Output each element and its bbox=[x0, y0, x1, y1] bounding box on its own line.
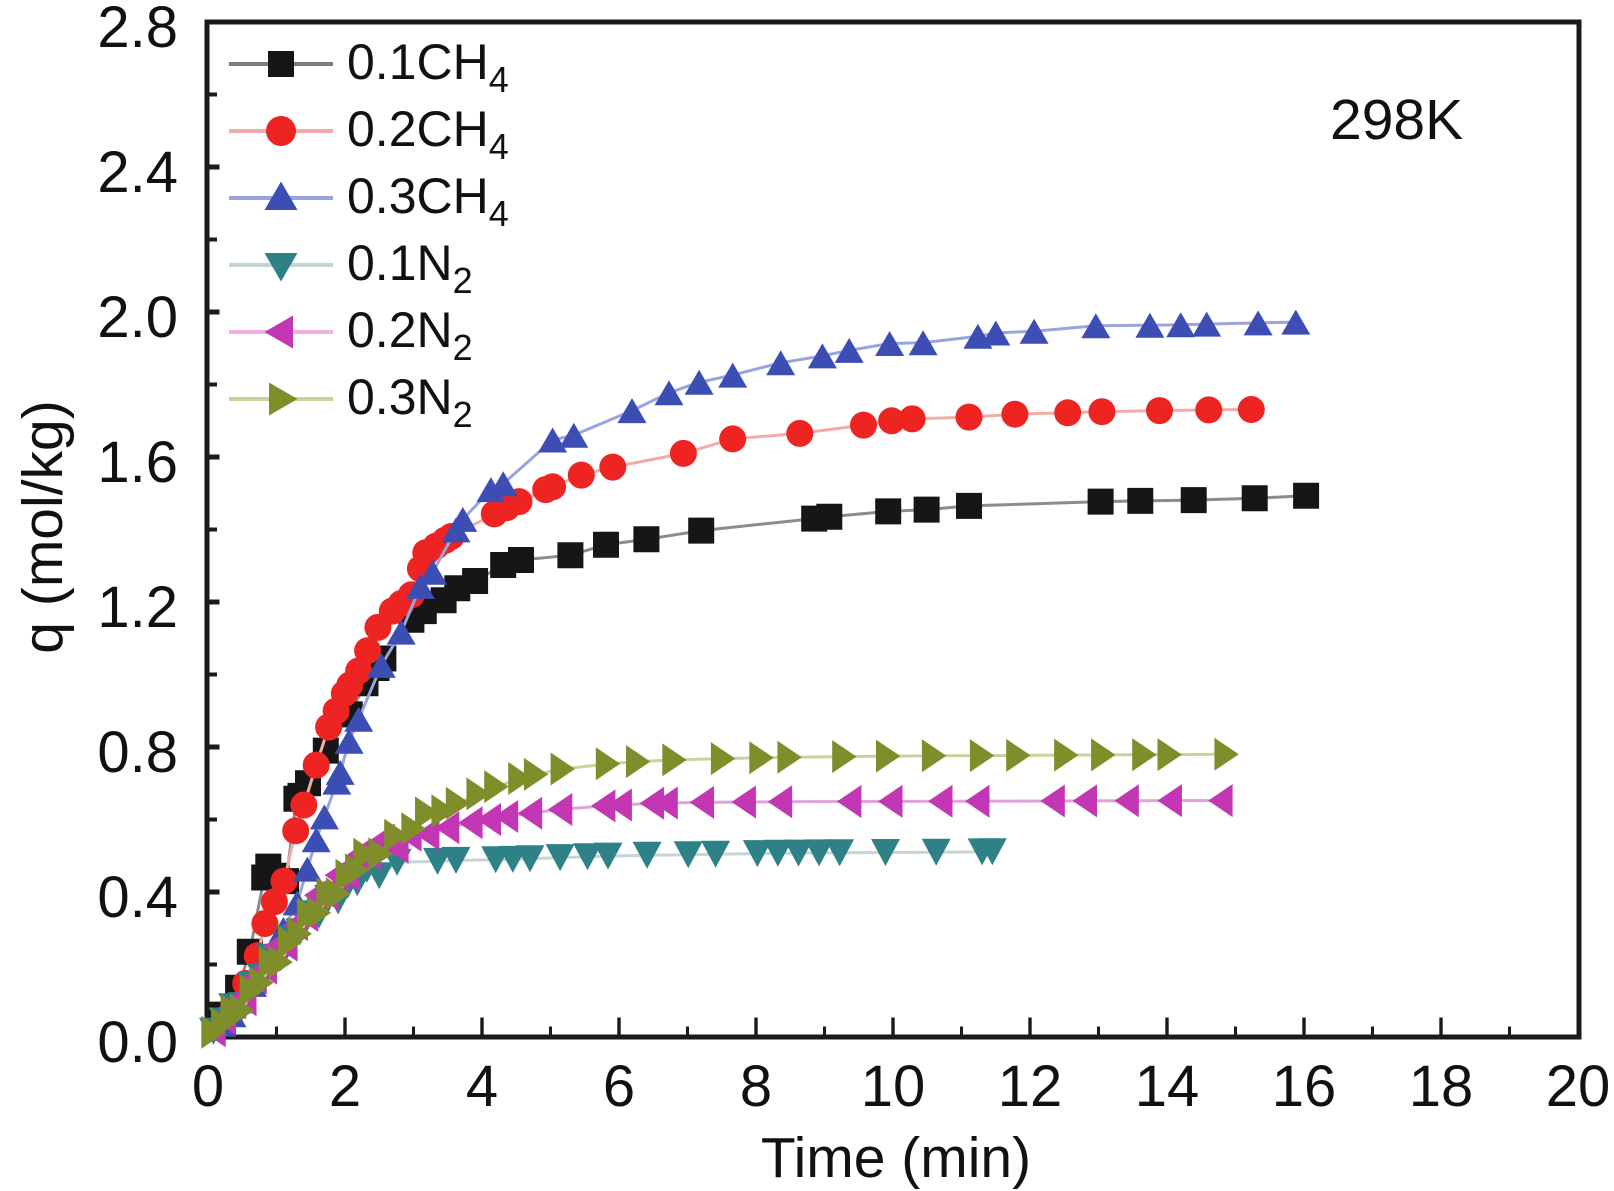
svg-text:8: 8 bbox=[740, 1054, 772, 1119]
svg-text:14: 14 bbox=[1135, 1054, 1200, 1119]
svg-text:2: 2 bbox=[329, 1054, 361, 1119]
svg-text:0.2CH4: 0.2CH4 bbox=[347, 101, 509, 167]
svg-text:2.4: 2.4 bbox=[97, 140, 178, 205]
svg-text:4: 4 bbox=[466, 1054, 498, 1119]
svg-text:1.6: 1.6 bbox=[97, 430, 178, 495]
svg-text:0.8: 0.8 bbox=[97, 720, 178, 785]
svg-text:Time (min): Time (min) bbox=[761, 1126, 1031, 1190]
svg-text:0: 0 bbox=[192, 1054, 224, 1119]
svg-text:0.3N2: 0.3N2 bbox=[347, 369, 473, 435]
svg-text:0.0: 0.0 bbox=[97, 1010, 178, 1075]
svg-text:1.2: 1.2 bbox=[97, 575, 178, 640]
svg-text:20: 20 bbox=[1546, 1054, 1611, 1119]
svg-text:0.1N2: 0.1N2 bbox=[347, 235, 473, 301]
svg-text:2.0: 2.0 bbox=[97, 285, 178, 350]
svg-text:0.1CH4: 0.1CH4 bbox=[347, 34, 509, 100]
svg-text:10: 10 bbox=[861, 1054, 926, 1119]
svg-text:298K: 298K bbox=[1330, 88, 1463, 152]
svg-text:12: 12 bbox=[998, 1054, 1063, 1119]
svg-text:0.2N2: 0.2N2 bbox=[347, 302, 473, 368]
svg-text:16: 16 bbox=[1272, 1054, 1337, 1119]
svg-text:6: 6 bbox=[603, 1054, 635, 1119]
svg-text:0.3CH4: 0.3CH4 bbox=[347, 168, 509, 234]
svg-text:2.8: 2.8 bbox=[97, 0, 178, 60]
svg-text:0.4: 0.4 bbox=[97, 865, 178, 930]
svg-text:18: 18 bbox=[1409, 1054, 1474, 1119]
svg-text:q (mol/kg): q (mol/kg) bbox=[11, 400, 75, 653]
